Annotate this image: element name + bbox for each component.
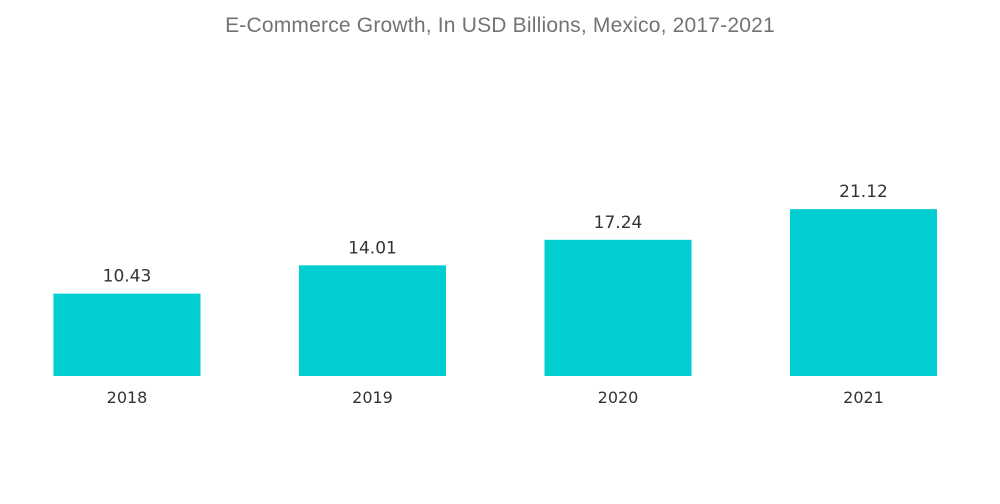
x-tick-label-2019: 2019 [352, 388, 393, 407]
bar-2018 [53, 293, 201, 376]
bar-2020 [544, 239, 692, 376]
x-tick-label-2018: 2018 [107, 388, 148, 407]
chart-title: E-Commerce Growth, In USD Billions, Mexi… [225, 14, 775, 37]
data-label-2018: 10.43 [103, 267, 152, 287]
bar-2019 [299, 265, 446, 376]
bar-2021 [790, 209, 937, 376]
data-label-2020: 17.24 [594, 213, 643, 233]
data-label-2021: 21.12 [839, 182, 888, 202]
x-tick-label-2021: 2021 [843, 388, 884, 407]
x-tick-label-2020: 2020 [598, 388, 639, 407]
data-label-2019: 14.01 [348, 238, 397, 258]
